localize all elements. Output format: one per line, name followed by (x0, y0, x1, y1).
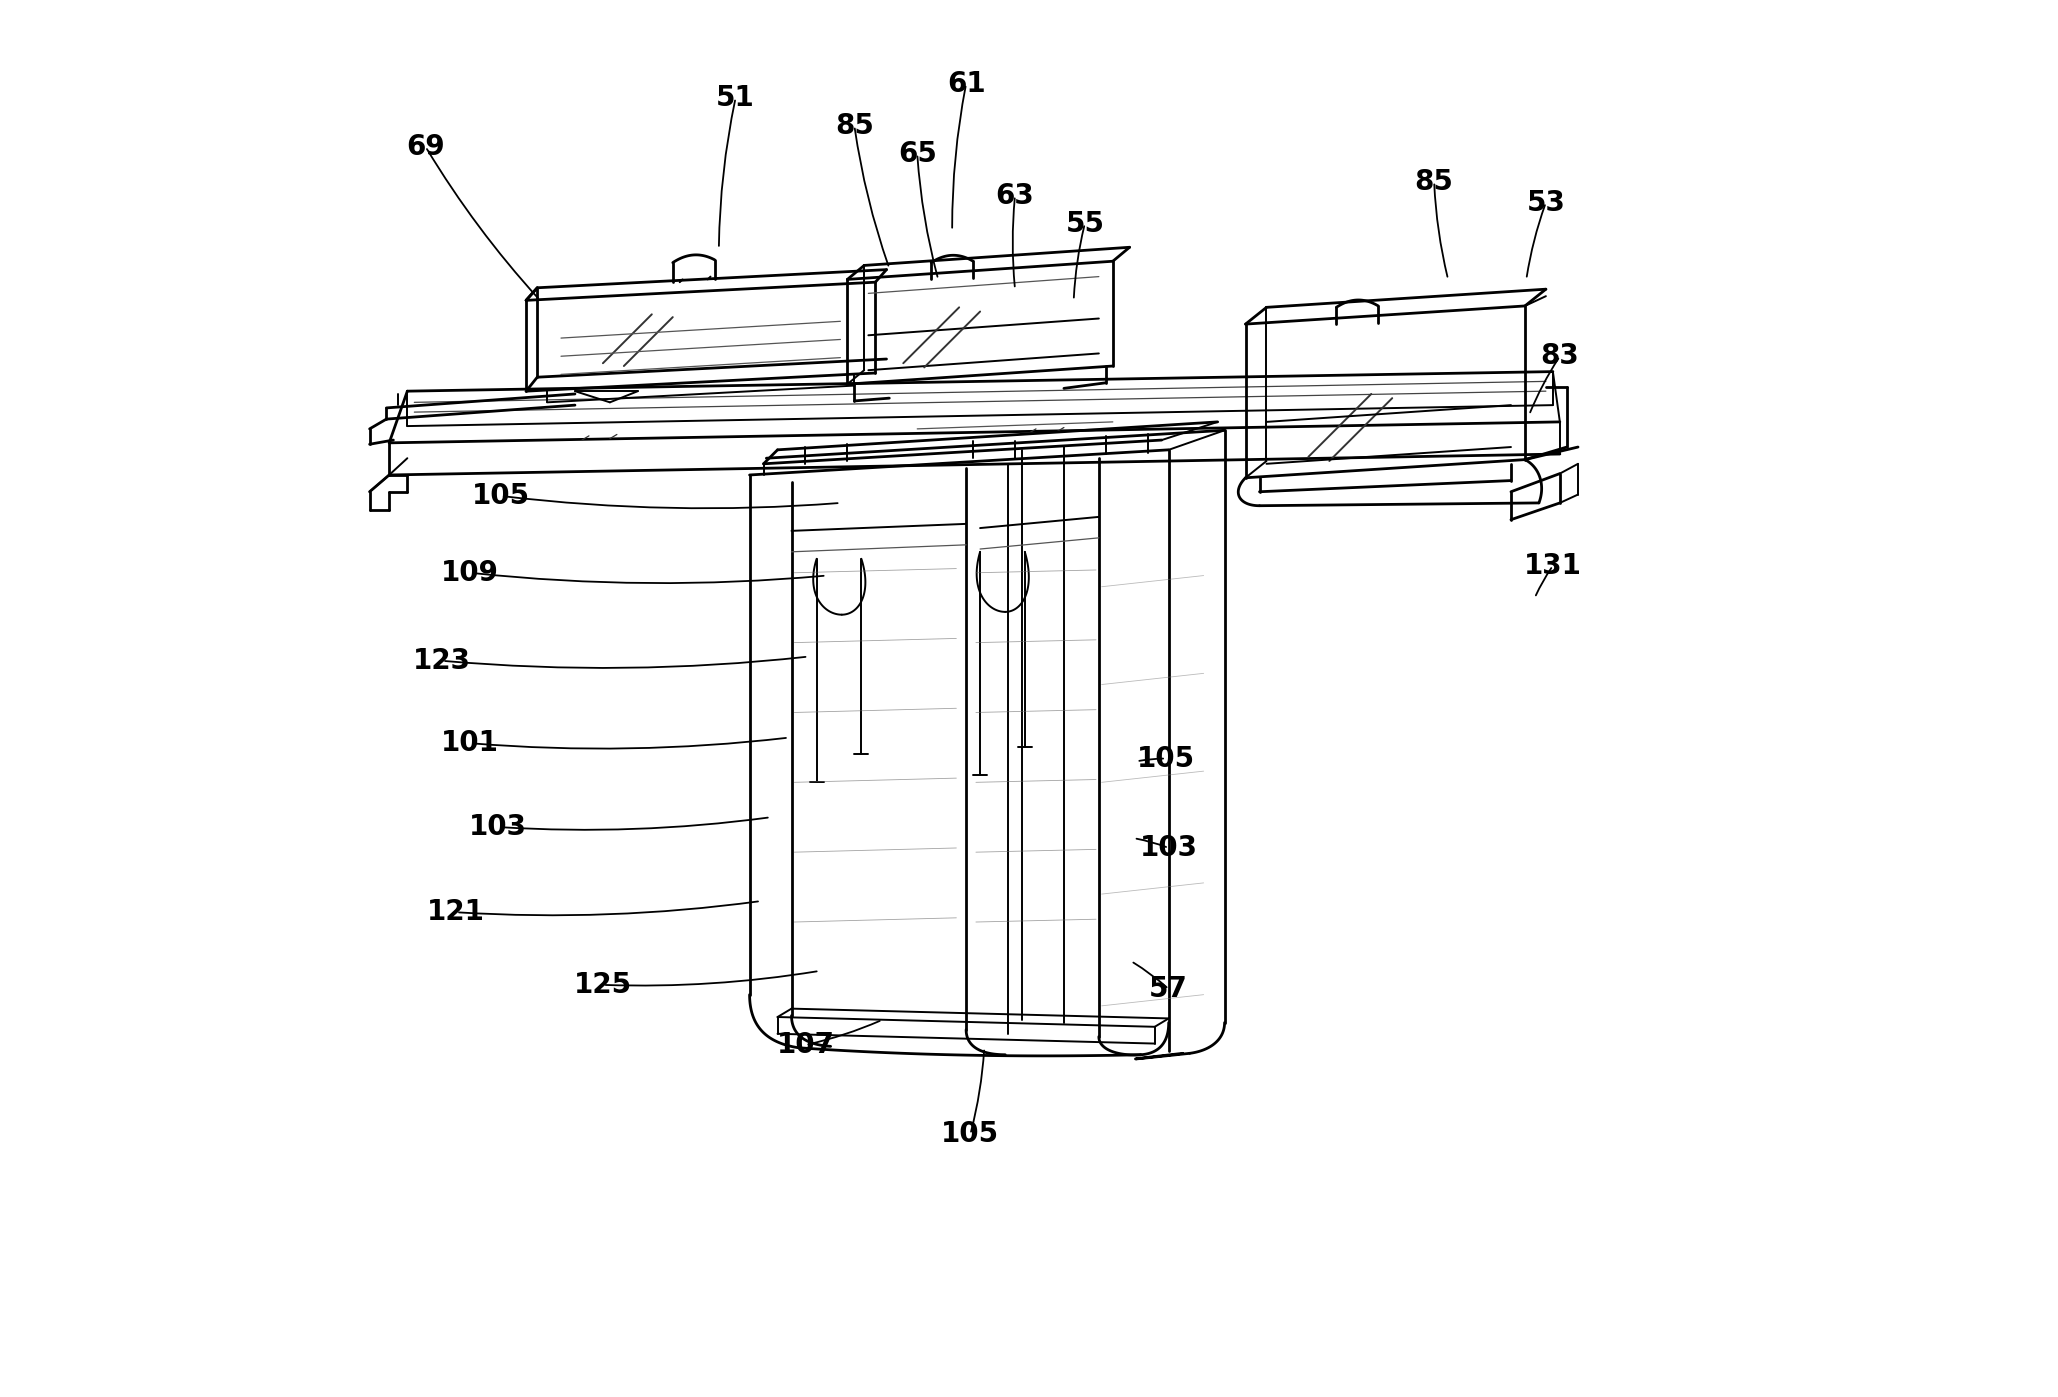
Text: 107: 107 (776, 1031, 833, 1059)
Text: 85: 85 (836, 112, 875, 140)
Text: 101: 101 (440, 729, 500, 757)
Text: 85: 85 (1414, 168, 1453, 196)
Text: 109: 109 (440, 559, 500, 587)
Text: 121: 121 (428, 898, 486, 926)
Text: 63: 63 (996, 182, 1035, 210)
Text: 105: 105 (941, 1120, 1000, 1148)
Text: 53: 53 (1527, 189, 1566, 217)
Text: 83: 83 (1541, 342, 1578, 370)
Text: 103: 103 (1140, 834, 1198, 862)
Text: 123: 123 (414, 647, 471, 675)
Text: 51: 51 (716, 84, 755, 112)
Text: 55: 55 (1066, 210, 1105, 237)
Text: 65: 65 (897, 140, 936, 168)
Text: 131: 131 (1523, 552, 1583, 580)
Text: 69: 69 (405, 133, 445, 161)
Text: 61: 61 (947, 70, 986, 98)
Text: 105: 105 (1136, 745, 1196, 773)
Text: 57: 57 (1148, 975, 1187, 1003)
Text: 105: 105 (471, 482, 531, 510)
Text: 125: 125 (574, 971, 632, 999)
Text: 103: 103 (469, 813, 527, 841)
